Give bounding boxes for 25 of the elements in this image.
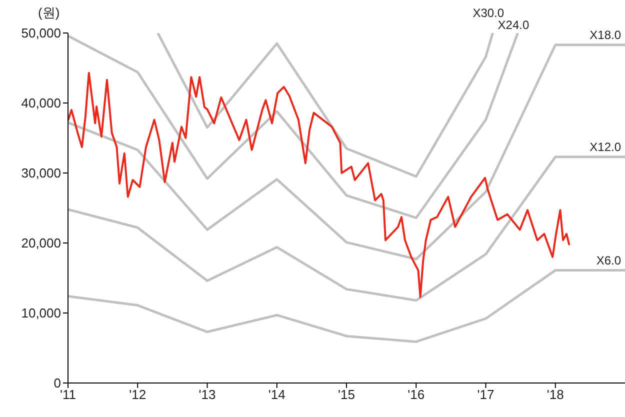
x-tick-label: '16 xyxy=(408,387,425,402)
series-label: X6.0 xyxy=(596,253,622,268)
line-series xyxy=(68,156,625,302)
line-series xyxy=(156,33,494,178)
x-tick-label: '12 xyxy=(129,387,146,402)
y-tick-label: 30,000 xyxy=(21,166,61,181)
x-tick-label: '18 xyxy=(546,387,564,402)
y-tick-label: 0 xyxy=(54,376,61,391)
line-series xyxy=(68,269,625,343)
y-tick-label: 40,000 xyxy=(21,96,61,111)
x-tick-label: '13 xyxy=(198,387,216,402)
y-tick-label: 10,000 xyxy=(21,306,61,321)
y-tick-label: 50,000 xyxy=(21,26,61,41)
series-label: X18.0 xyxy=(590,28,622,42)
series-label: X30.0 xyxy=(472,6,504,20)
line-series xyxy=(68,72,570,298)
y-axis-title: (원) xyxy=(38,4,60,22)
line-series xyxy=(68,33,520,220)
x-tick-label: '17 xyxy=(477,387,494,402)
series-label: X12.0 xyxy=(590,140,622,154)
series-label: X24.0 xyxy=(498,18,530,32)
x-tick-label: '11 xyxy=(60,387,76,402)
y-tick-label: 20,000 xyxy=(21,236,61,251)
x-tick-label: '15 xyxy=(338,387,355,402)
x-tick-label: '14 xyxy=(268,387,286,402)
